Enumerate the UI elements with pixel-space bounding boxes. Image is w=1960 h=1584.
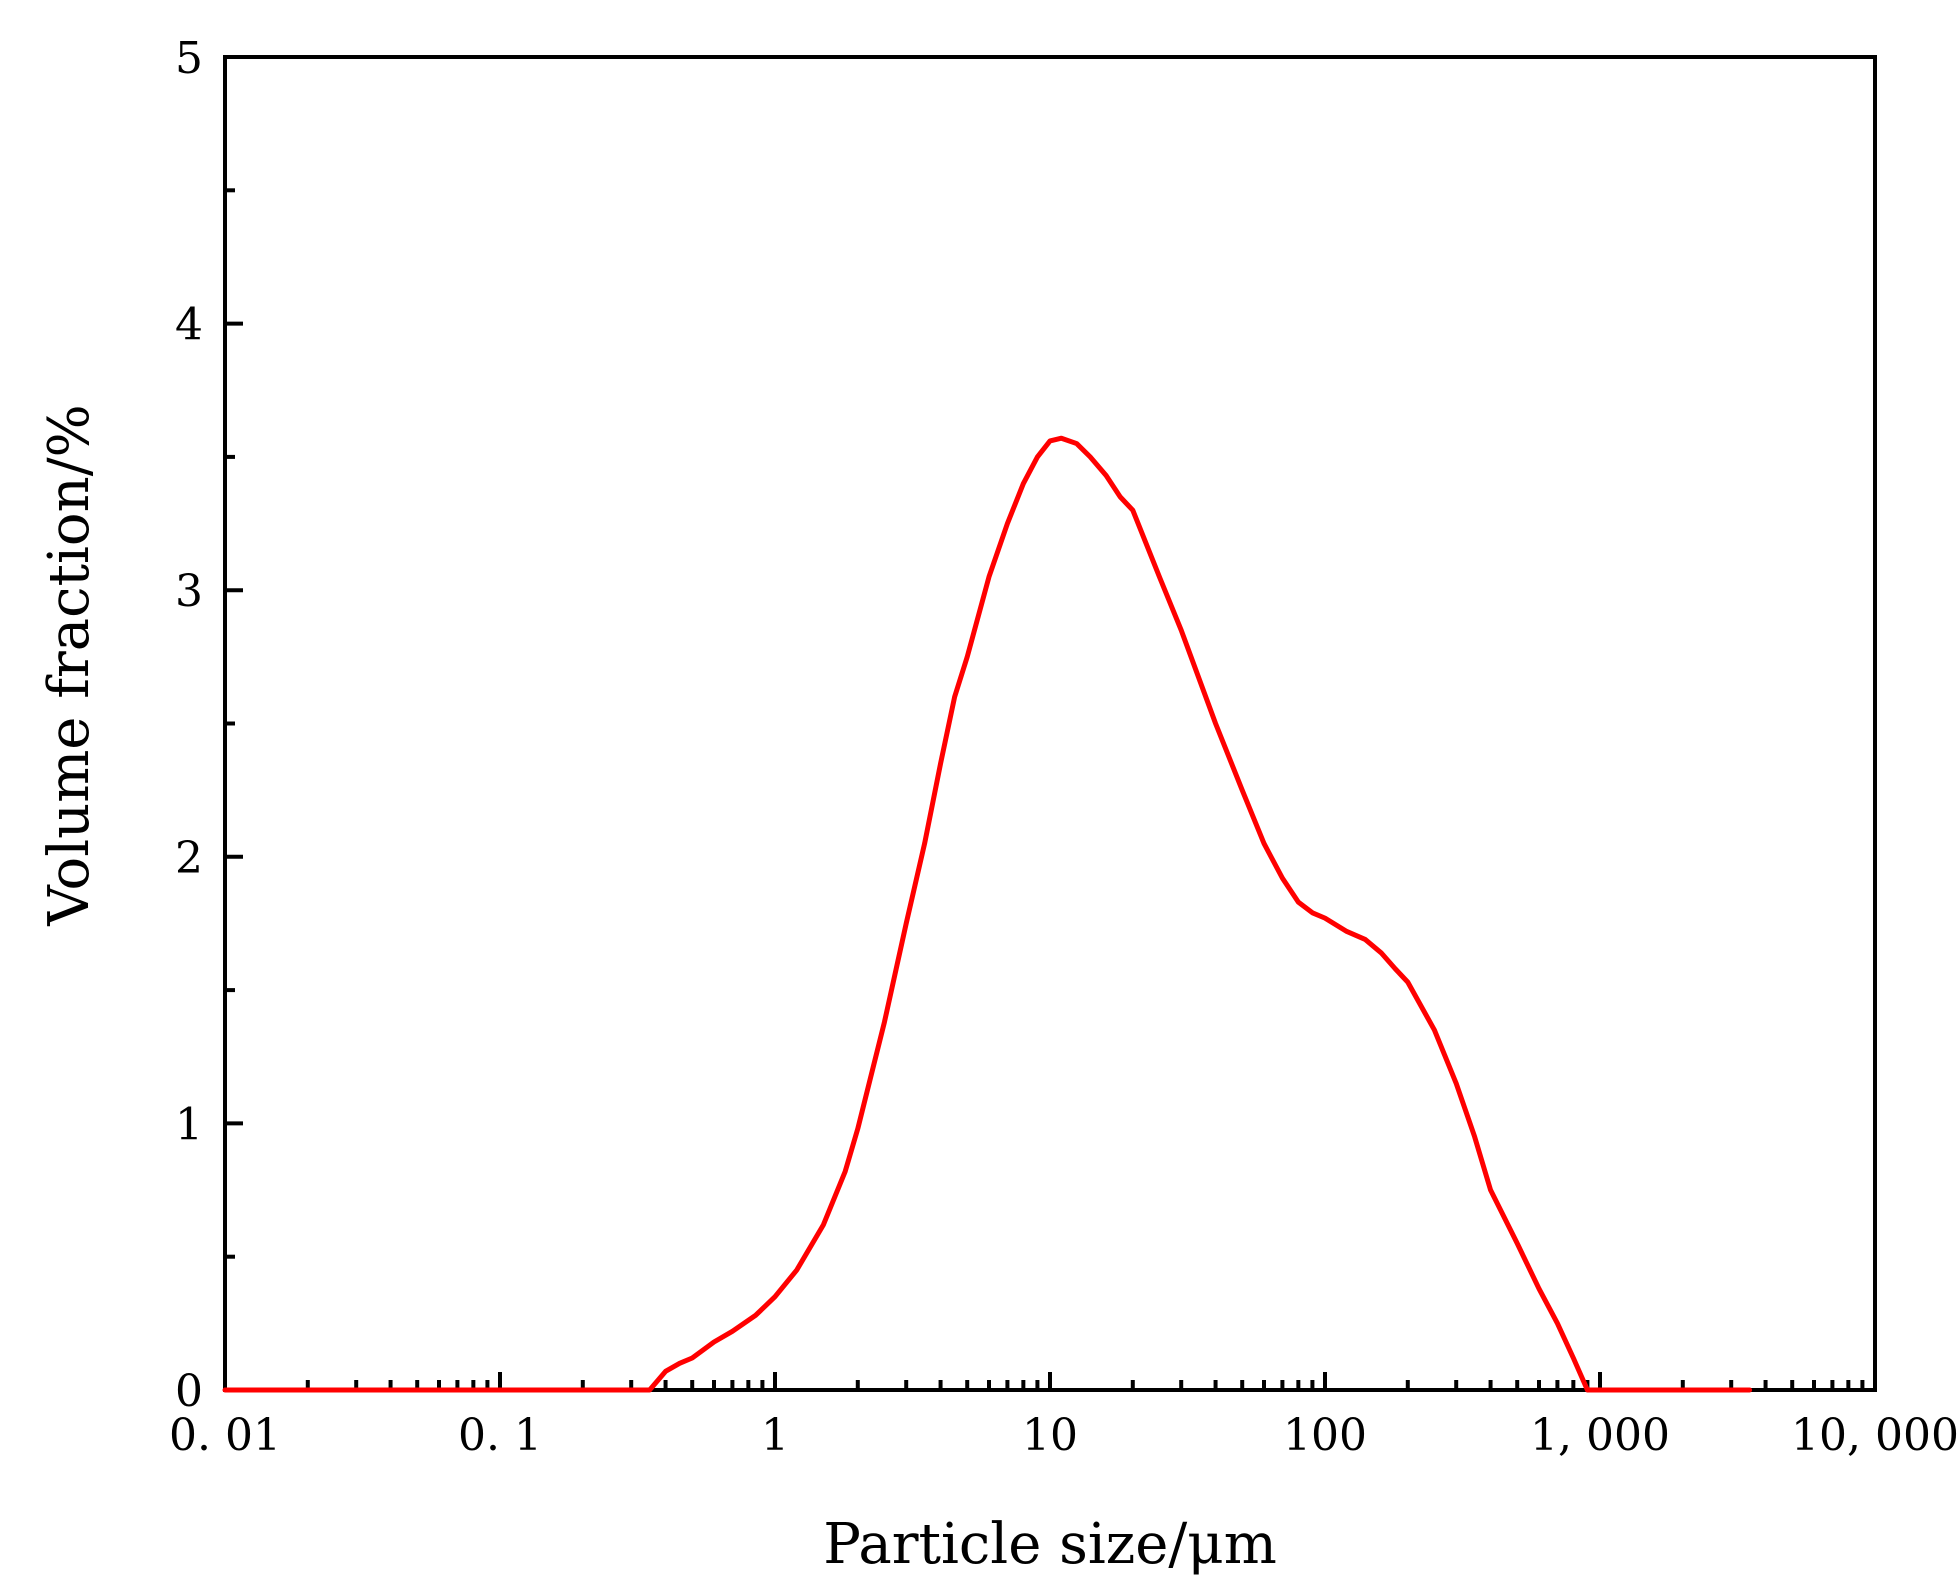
y-tick-label: 4: [175, 300, 203, 351]
y-tick-label: 5: [175, 33, 203, 84]
series-layer: [222, 435, 1753, 1393]
x-tick-label: 1: [761, 1410, 789, 1461]
x-tick-label: 100: [1283, 1410, 1367, 1461]
y-tick-label: 3: [175, 566, 203, 617]
x-tick-label: 10, 000: [1791, 1410, 1959, 1461]
x-tick-label: 1, 000: [1530, 1410, 1670, 1461]
x-axis-title: Particle size/μm: [823, 1512, 1277, 1577]
x-tick-label: 0. 1: [458, 1410, 542, 1461]
y-axis-title: Volume fraction/%: [37, 404, 102, 927]
plot-area: [222, 55, 1877, 1393]
y-tick-label: 0: [175, 1366, 203, 1417]
x-tick-label: 0. 01: [169, 1410, 281, 1461]
x-major-ticks: [223, 1372, 1877, 1390]
y-tick-labels: 0 1 2 3 4 5: [175, 33, 203, 1417]
plot-frame: [223, 55, 1877, 1392]
y-tick-label: 2: [175, 833, 203, 884]
series-line: [222, 435, 1753, 1393]
x-tick-labels: 0. 01 0. 1 1 10 100 1, 000 10, 000: [169, 1410, 1959, 1461]
x-tick-label: 10: [1022, 1410, 1078, 1461]
y-tick-label: 1: [175, 1099, 203, 1150]
y-minor-ticks: [225, 188, 235, 1259]
